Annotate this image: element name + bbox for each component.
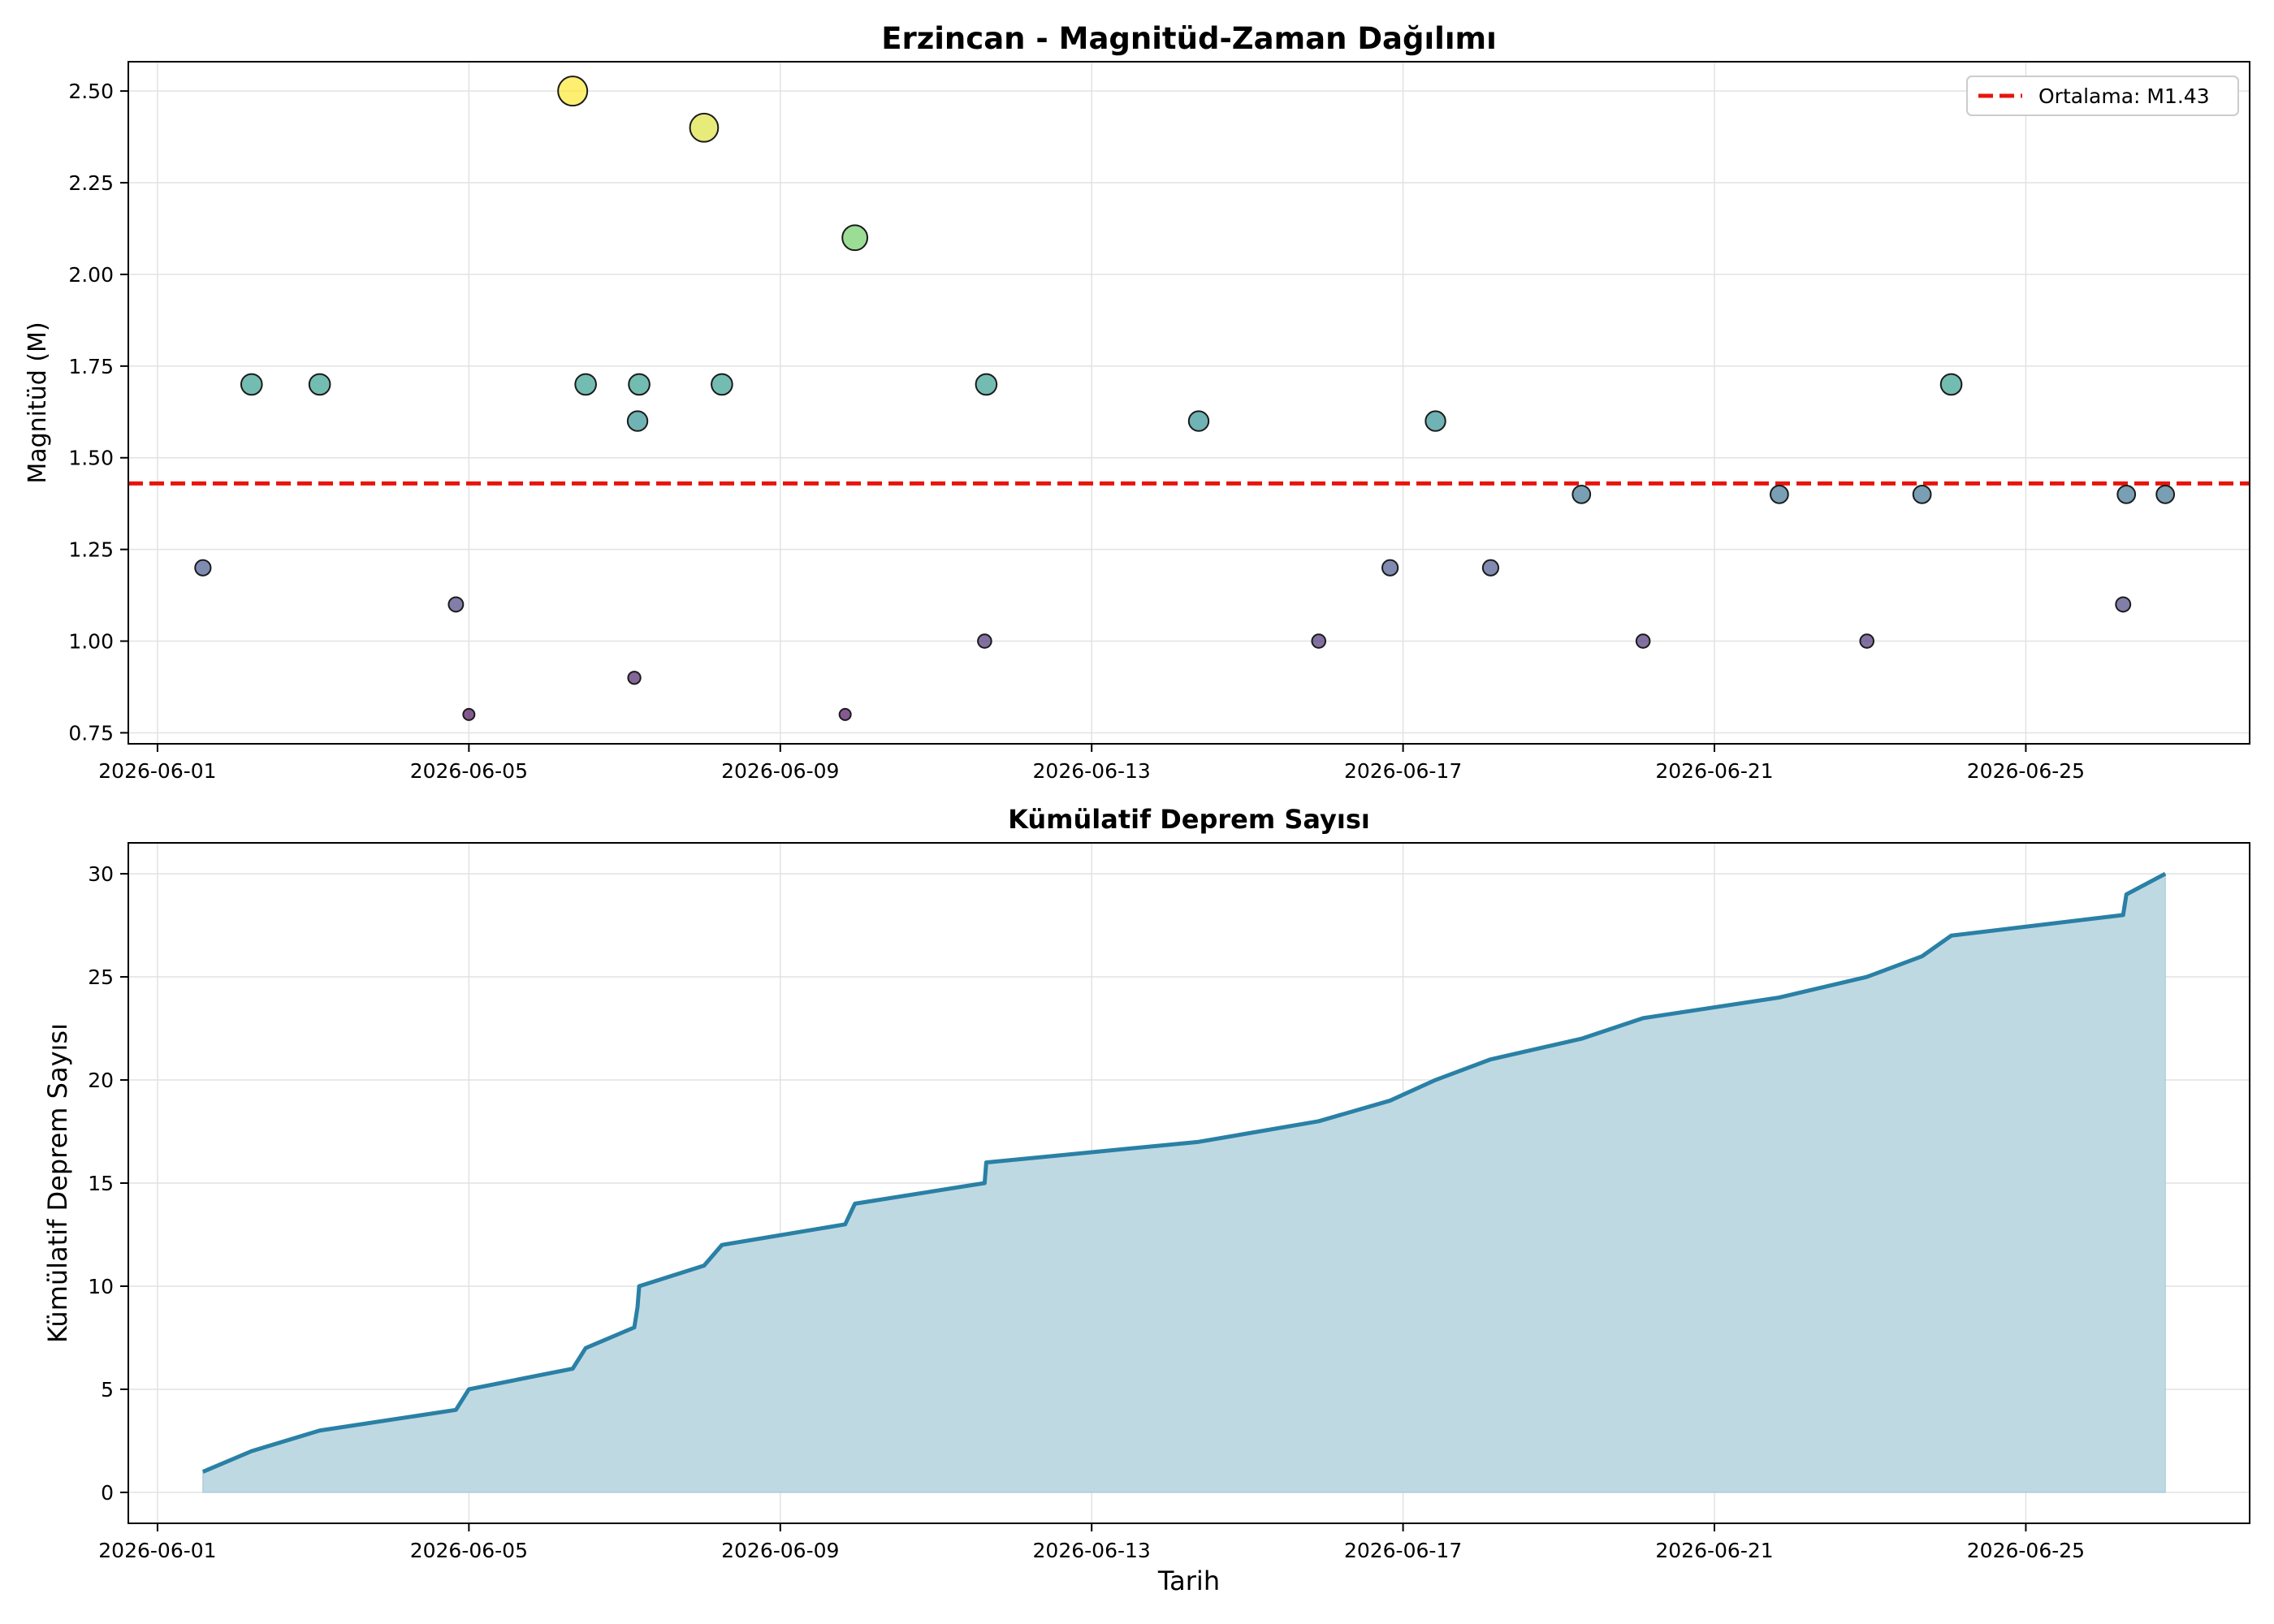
- x-tick-label: 2026-06-17: [1344, 759, 1462, 783]
- earthquake-point: [1859, 633, 1875, 649]
- x-tick-label: 2026-06-05: [410, 1539, 528, 1562]
- y-tick-label: 1.25: [68, 538, 114, 562]
- y-tick-label: 1.00: [68, 630, 114, 654]
- x-tick-label: 2026-06-25: [1967, 1539, 2085, 1562]
- legend-box: [1966, 76, 2239, 116]
- x-tick-label: 2026-06-01: [98, 759, 216, 783]
- y-tick-label: 2.00: [68, 263, 114, 287]
- x-tick-label: 2026-06-13: [1033, 1539, 1151, 1562]
- x-tick-label: 2026-06-25: [1967, 759, 2085, 783]
- legend-mean-label: Ortalama: M1.43: [2038, 84, 2210, 108]
- earthquake-point: [1770, 485, 1789, 504]
- y-tick-label: 5: [101, 1378, 114, 1402]
- earthquake-point: [977, 633, 992, 649]
- top-y-axis-label: Magnitüd (M): [24, 322, 52, 483]
- y-tick-label: 15: [88, 1172, 114, 1195]
- cumulative-count-chart: 2026-06-01 2026-06-05 2026-06-09 2026-06-13…: [42, 804, 2250, 1596]
- earthquake-point: [838, 707, 852, 721]
- earthquake-point: [689, 112, 720, 143]
- top-legend: Ortalama: M1.43: [1966, 76, 2239, 116]
- earthquake-point: [574, 373, 597, 396]
- earthquake-point: [841, 224, 869, 252]
- earthquake-point: [308, 373, 331, 396]
- y-tick-label: 1.50: [68, 447, 114, 470]
- earthquake-point: [1481, 559, 1500, 577]
- top-y-ticks: 0.75 1.00 1.25 1.50 1.75 2.00 2.25 2.50: [68, 80, 128, 745]
- earthquake-point: [627, 671, 642, 685]
- earthquake-point: [462, 707, 476, 721]
- top-gridlines: [128, 62, 2250, 744]
- top-x-ticks: 2026-06-01 2026-06-05 2026-06-09 2026-06-13…: [98, 744, 2085, 783]
- x-tick-label: 2026-06-13: [1033, 759, 1151, 783]
- earthquake-point: [447, 596, 465, 613]
- bottom-chart-title: Kümülatif Deprem Sayısı: [1008, 804, 1370, 835]
- earthquake-point: [194, 559, 212, 577]
- earthquake-point: [1187, 410, 1210, 432]
- bottom-x-ticks: 2026-06-01 2026-06-05 2026-06-09 2026-06-13…: [98, 1523, 2085, 1562]
- bottom-y-ticks: 0 5 10 15 20 25 30: [88, 862, 128, 1505]
- earthquake-point: [2116, 485, 2137, 504]
- x-tick-label: 2026-06-01: [98, 1539, 216, 1562]
- y-tick-label: 2.50: [68, 80, 114, 103]
- earthquake-point: [711, 373, 733, 396]
- y-tick-label: 10: [88, 1275, 114, 1298]
- earthquake-point: [1381, 559, 1399, 577]
- earthquake-points: [194, 76, 2176, 721]
- earthquake-point: [2115, 596, 2132, 613]
- x-tick-label: 2026-06-09: [721, 759, 839, 783]
- earthquake-point: [1311, 633, 1327, 649]
- magnitude-time-chart: 2026-06-01 2026-06-05 2026-06-09 2026-06-13…: [24, 21, 2250, 783]
- y-tick-label: 2.25: [68, 171, 114, 195]
- top-plot-frame: [128, 61, 2250, 745]
- earthquake-point: [975, 373, 998, 396]
- y-tick-label: 1.75: [68, 355, 114, 378]
- bottom-x-axis-label: Tarih: [1157, 1566, 1220, 1596]
- y-tick-label: 25: [88, 965, 114, 989]
- x-tick-label: 2026-06-17: [1344, 1539, 1462, 1562]
- earthquake-point: [1571, 485, 1592, 504]
- y-tick-label: 20: [88, 1069, 114, 1092]
- earthquake-point: [240, 373, 263, 396]
- earthquake-point: [2155, 485, 2176, 504]
- x-tick-label: 2026-06-21: [1655, 1539, 1773, 1562]
- earthquake-point: [1912, 485, 1932, 504]
- x-tick-label: 2026-06-09: [721, 1539, 839, 1562]
- x-tick-label: 2026-06-05: [410, 759, 528, 783]
- cumulative-count-line: [201, 871, 2167, 1474]
- y-tick-label: 0.75: [68, 721, 114, 745]
- earthquake-point: [626, 410, 649, 432]
- y-tick-label: 0: [101, 1481, 114, 1505]
- earthquake-point: [1635, 633, 1651, 649]
- earthquake-point: [628, 373, 651, 396]
- earthquake-point: [557, 76, 589, 107]
- earthquake-point: [1424, 410, 1446, 432]
- x-tick-label: 2026-06-21: [1655, 759, 1773, 783]
- bottom-y-axis-label: Kümülatif Deprem Sayısı: [42, 1023, 73, 1343]
- earthquake-point: [1939, 373, 1963, 396]
- y-tick-label: 30: [88, 862, 114, 886]
- top-chart-title: Erzincan - Magnitüd-Zaman Dağılımı: [881, 21, 1497, 56]
